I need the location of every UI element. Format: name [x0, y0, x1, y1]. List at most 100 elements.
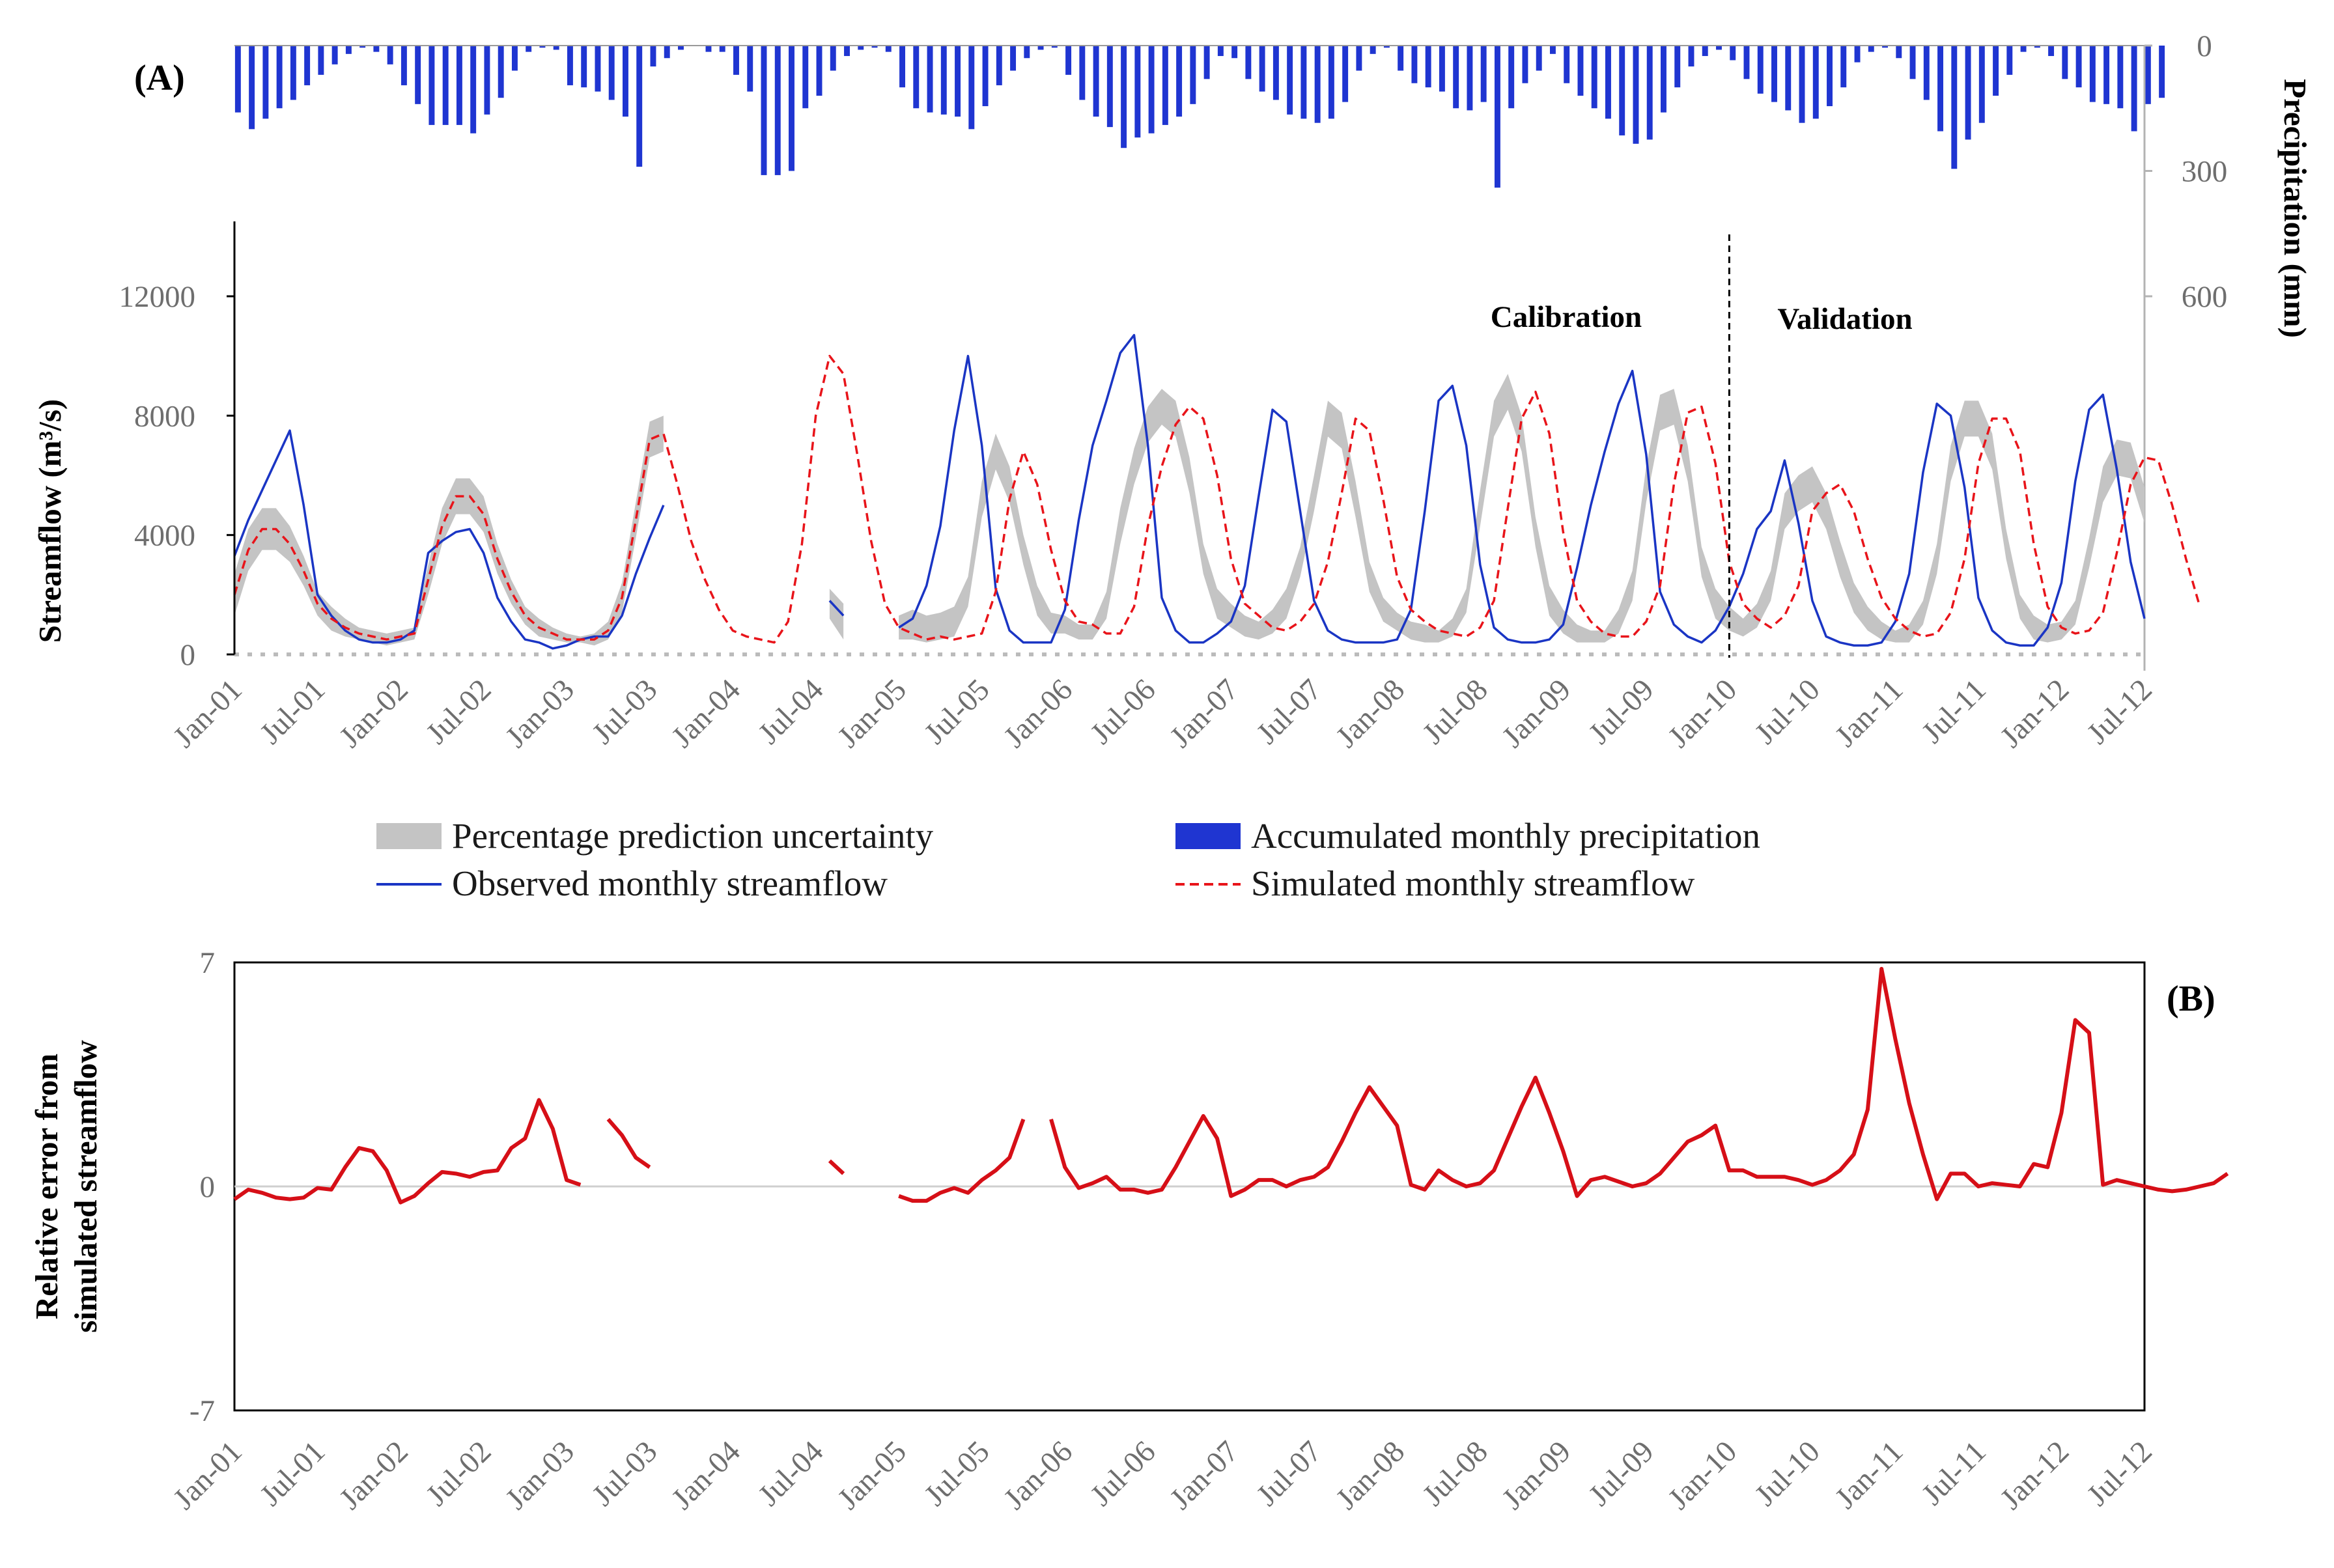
precipitation-bar — [761, 46, 767, 175]
precipitation-bar — [387, 46, 393, 64]
simulated-point — [1549, 432, 1551, 434]
relative-error-line — [828, 1159, 845, 1175]
observed-point — [427, 552, 429, 554]
observed-point — [1175, 630, 1177, 632]
relative-error-point — [1216, 1138, 1218, 1140]
precipitation-bar — [1467, 46, 1473, 111]
simulated-point — [1756, 618, 1758, 620]
relative-error-point — [1881, 968, 1883, 970]
observed-point — [1700, 641, 1702, 643]
x-tick-label-a: Jul-02 — [419, 673, 498, 751]
observed-point — [414, 630, 415, 632]
relative-error-point — [1728, 1169, 1730, 1171]
simulated-point — [953, 639, 955, 641]
x-tick-label-a: Jul-06 — [1084, 673, 1162, 751]
precipitation-bar — [581, 46, 587, 88]
simulated-point — [1534, 391, 1536, 393]
observed-point — [1022, 641, 1024, 643]
precipitation-bar — [1356, 46, 1362, 71]
precipitation-bar — [1978, 46, 1985, 123]
simulated-point — [1479, 626, 1481, 628]
simulated-point — [261, 528, 263, 530]
simulated-point — [1784, 615, 1786, 617]
precipitation-bar — [1965, 46, 1971, 140]
x-tick-label-a: Jul-04 — [752, 673, 830, 751]
legend-precipitation-swatch — [1175, 823, 1241, 849]
observed-point — [593, 636, 595, 637]
simulated-point — [2019, 451, 2021, 453]
precipitation-bar — [955, 46, 961, 117]
precipitation-bar — [2075, 46, 2082, 88]
simulated-point — [939, 636, 941, 637]
right-tick-label: 300 — [2182, 155, 2228, 189]
precipitation-bar — [1937, 46, 1944, 132]
precipitation-bar — [290, 46, 296, 100]
relative-error-point — [967, 1192, 969, 1194]
precipitation-bar — [802, 46, 809, 109]
precipitation-bar — [2159, 46, 2165, 98]
observed-point — [1991, 630, 1993, 632]
precipitation-bar — [789, 46, 794, 171]
observed-point — [1977, 596, 1979, 598]
relative-error-point — [2074, 1019, 2076, 1021]
observed-point — [662, 504, 664, 506]
observed-point — [2116, 468, 2118, 470]
simulated-point — [1009, 498, 1011, 500]
precipitation-bar — [1882, 46, 1889, 48]
relative-error-series — [233, 966, 2229, 1205]
observed-point — [1091, 445, 1093, 447]
precipitation-bar — [719, 46, 725, 52]
simulated-point — [483, 513, 485, 515]
relative-error-point — [1202, 1115, 1204, 1117]
uncertainty-band-segment — [899, 374, 2144, 643]
simulated-point — [843, 373, 845, 375]
x-tick-label-b: Jul-12 — [2081, 1435, 2159, 1513]
x-tick-label-b: Jul-11 — [1915, 1435, 1993, 1512]
relative-error-point — [566, 1179, 568, 1181]
panel-b-y-label-line1: Relative error from — [29, 1054, 64, 1319]
x-tick-label-b: Jul-09 — [1582, 1435, 1661, 1513]
legend: Percentage prediction uncertainty Accumu… — [376, 816, 1760, 903]
observed-point — [1534, 641, 1536, 643]
simulated-point — [898, 626, 900, 628]
simulated-point — [1521, 417, 1523, 419]
precipitation-bar — [345, 46, 352, 54]
uncertainty-band-segment — [234, 415, 664, 646]
simulated-point — [1147, 525, 1149, 527]
precipitation-bar — [1480, 46, 1487, 102]
right-tick-label: 600 — [2182, 280, 2228, 314]
observed-point — [261, 489, 263, 491]
simulated-point — [1188, 406, 1190, 408]
observed-point — [566, 645, 568, 647]
relative-error-point — [441, 1171, 443, 1173]
simulated-point — [441, 525, 443, 527]
simulated-point — [1770, 626, 1772, 628]
observed-point — [1299, 511, 1301, 512]
observed-point — [524, 639, 526, 641]
x-tick-label-b: Jan-07 — [1164, 1435, 1245, 1516]
x-tick-label-a: Jul-12 — [2081, 673, 2159, 751]
observed-point — [303, 504, 305, 506]
relative-error-point — [1797, 1179, 1799, 1181]
legend-uncertainty-swatch — [376, 823, 442, 849]
relative-error-point — [1590, 1179, 1592, 1181]
precipitation-bar — [664, 46, 670, 59]
relative-error-point — [1687, 1141, 1689, 1143]
simulated-point — [870, 540, 872, 542]
simulated-point — [2116, 552, 2118, 554]
relative-error-point — [1521, 1106, 1523, 1108]
relative-error-point — [1811, 1184, 1813, 1186]
simulated-point — [1368, 430, 1370, 432]
precipitation-bar — [539, 46, 546, 48]
precipitation-bar — [1522, 46, 1528, 83]
observed-point — [1576, 567, 1578, 569]
precipitation-bar — [262, 46, 269, 119]
x-tick-label-a: Jul-09 — [1582, 673, 1661, 751]
precipitation-bar — [276, 46, 283, 109]
observed-point — [1549, 639, 1551, 641]
precipitation-bar — [359, 46, 366, 48]
observed-point — [1866, 645, 1868, 647]
precipitation-bar — [1812, 46, 1819, 119]
observed-point — [247, 519, 249, 521]
simulated-point — [1452, 632, 1454, 634]
